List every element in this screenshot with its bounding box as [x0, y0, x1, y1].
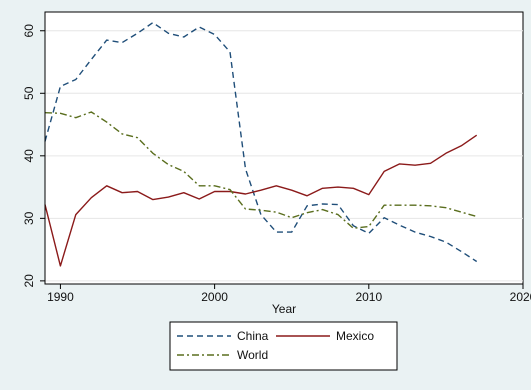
- y-tick-label: 30: [22, 211, 36, 225]
- x-tick-label: 1990: [47, 290, 74, 304]
- legend: China Mexico World: [169, 321, 398, 371]
- x-ticks: 1990 2000 2010 2020: [47, 284, 531, 304]
- legend-box: [169, 321, 398, 371]
- y-tick-label: 20: [22, 274, 36, 288]
- series-line-world: [44, 111, 477, 229]
- legend-label-china: China: [237, 329, 269, 343]
- y-ticks: 20 30 40 50 60: [22, 24, 45, 288]
- x-axis-title: Year: [272, 302, 296, 316]
- series-line-china: [44, 21, 478, 263]
- plot-area: [44, 11, 524, 285]
- series-lines: [44, 21, 478, 267]
- y-tick-label: 60: [22, 24, 36, 38]
- x-tick-label: 2010: [355, 290, 382, 304]
- axes: [44, 12, 523, 285]
- y-tick-label: 40: [22, 149, 36, 163]
- x-tick-label: 2000: [201, 290, 228, 304]
- legend-label-mexico: Mexico: [336, 329, 374, 343]
- gridlines: [45, 30, 523, 282]
- x-tick-label: 2020: [510, 290, 531, 304]
- legend-label-world: World: [237, 348, 268, 362]
- series-line-mexico: [44, 134, 478, 267]
- y-tick-label: 50: [22, 86, 36, 100]
